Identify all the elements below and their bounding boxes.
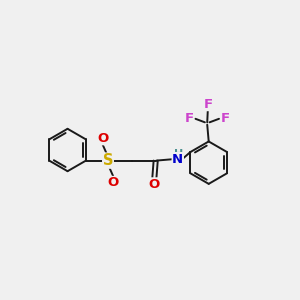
Text: F: F [203,98,212,111]
Text: O: O [97,132,108,145]
Text: F: F [221,112,230,125]
Text: H: H [174,149,183,159]
Text: N: N [172,153,183,166]
Text: F: F [184,112,194,125]
Text: S: S [103,153,113,168]
Text: O: O [108,176,119,190]
Text: O: O [148,178,160,191]
